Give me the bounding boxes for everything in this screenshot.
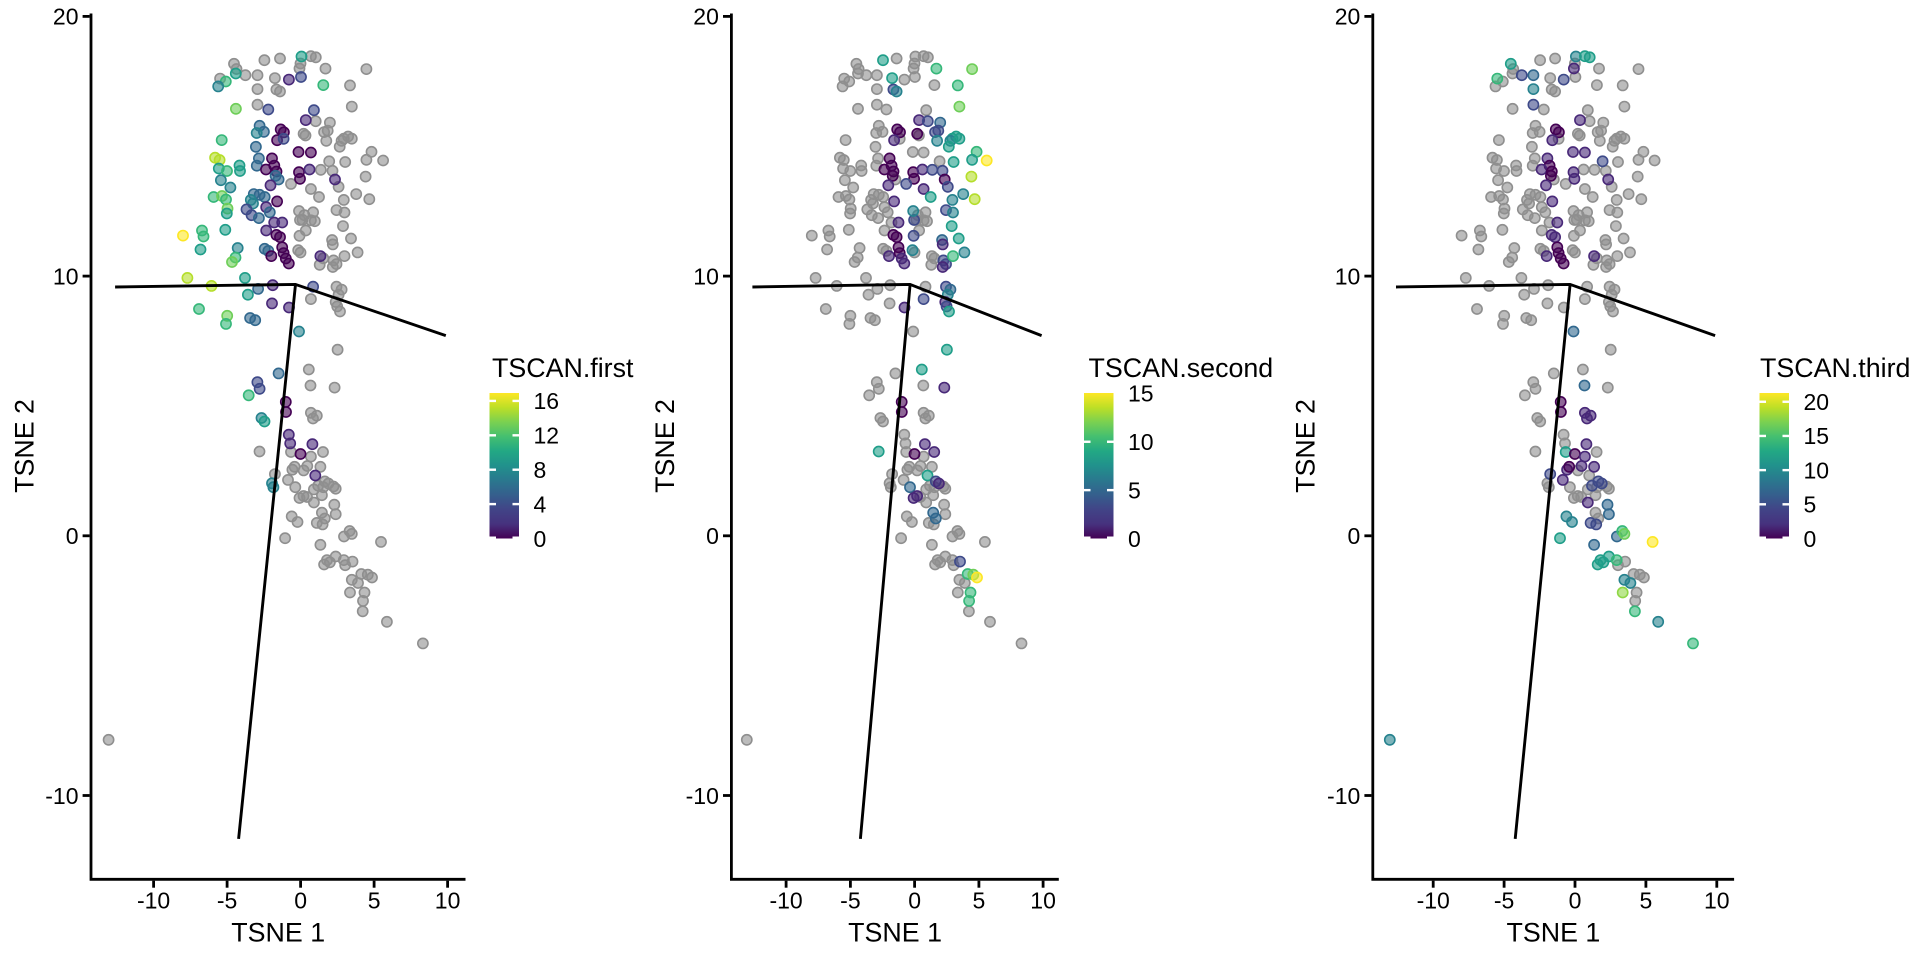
svg-text:0: 0 [908,888,921,914]
svg-text:TSNE 2: TSNE 2 [1290,399,1320,493]
svg-text:0: 0 [1804,526,1817,552]
svg-text:0: 0 [66,523,79,549]
svg-text:20: 20 [1804,389,1830,415]
svg-text:TSNE 1: TSNE 1 [231,918,325,948]
svg-text:-10: -10 [769,888,802,914]
svg-text:10: 10 [1704,888,1730,914]
svg-text:TSNE 1: TSNE 1 [848,918,942,948]
svg-text:0: 0 [1569,888,1582,914]
svg-text:4: 4 [534,491,547,517]
svg-text:-10: -10 [686,783,719,809]
svg-text:5: 5 [1804,492,1817,518]
svg-text:10: 10 [693,263,719,289]
svg-text:16: 16 [534,388,560,414]
svg-text:5: 5 [973,888,986,914]
svg-text:TSNE 2: TSNE 2 [9,399,39,493]
svg-text:0: 0 [1348,523,1361,549]
svg-text:0: 0 [1128,526,1141,552]
svg-text:-10: -10 [137,888,170,914]
svg-text:15: 15 [1804,423,1830,449]
svg-text:15: 15 [1128,381,1154,407]
svg-text:0: 0 [706,523,719,549]
svg-text:10: 10 [1128,429,1154,455]
svg-text:10: 10 [53,263,79,289]
svg-text:-10: -10 [1327,783,1360,809]
svg-text:20: 20 [1335,4,1361,30]
svg-text:-5: -5 [217,888,237,914]
svg-text:10: 10 [1804,457,1830,483]
svg-text:-5: -5 [1494,888,1514,914]
svg-text:TSCAN.first: TSCAN.first [492,353,634,383]
svg-text:10: 10 [435,888,461,914]
svg-text:TSNE 1: TSNE 1 [1506,918,1600,948]
svg-text:8: 8 [534,457,547,483]
svg-text:5: 5 [1128,477,1141,503]
svg-text:-10: -10 [45,783,78,809]
svg-text:-10: -10 [1417,888,1450,914]
svg-text:20: 20 [53,4,79,30]
svg-text:TSNE 2: TSNE 2 [650,399,680,493]
svg-text:5: 5 [368,888,381,914]
svg-text:20: 20 [693,4,719,30]
svg-text:TSCAN.second: TSCAN.second [1089,353,1274,383]
svg-text:10: 10 [1030,888,1056,914]
svg-text:TSCAN.third: TSCAN.third [1760,353,1910,383]
svg-text:0: 0 [294,888,307,914]
svg-text:-5: -5 [840,888,860,914]
svg-text:0: 0 [534,526,547,552]
svg-text:5: 5 [1640,888,1653,914]
svg-text:10: 10 [1335,263,1361,289]
svg-text:12: 12 [534,423,560,449]
